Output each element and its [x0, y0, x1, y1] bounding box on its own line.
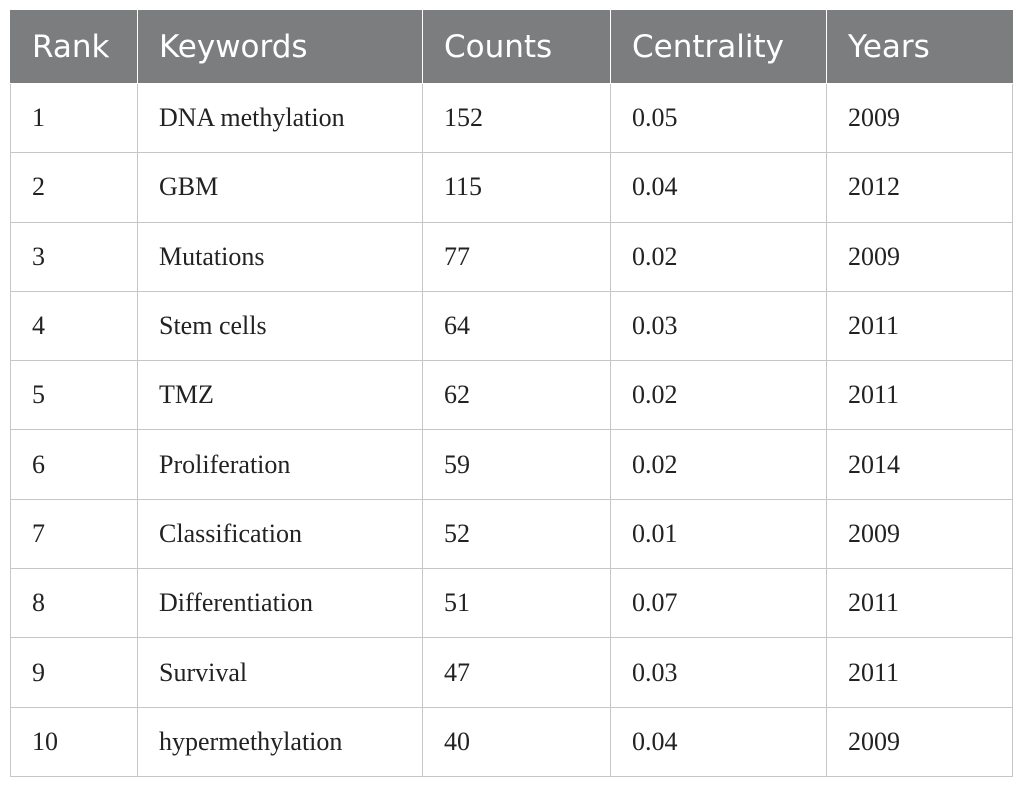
cell-keyword: Mutations — [137, 221, 423, 292]
cell-keyword: Survival — [137, 637, 423, 708]
cell-year: 2009 — [826, 221, 1013, 292]
cell-year: 2011 — [826, 568, 1013, 639]
cell-rank: 6 — [10, 429, 138, 500]
table-row: 7 Classification 52 0.01 2009 — [10, 498, 1013, 570]
cell-rank: 5 — [10, 360, 138, 431]
cell-rank: 9 — [10, 637, 138, 708]
cell-counts: 77 — [422, 221, 611, 292]
cell-keyword: Differentiation — [137, 568, 423, 639]
cell-year: 2014 — [826, 429, 1013, 500]
cell-counts: 62 — [422, 360, 611, 431]
cell-centrality: 0.05 — [610, 82, 827, 154]
table-row: 3 Mutations 77 0.02 2009 — [10, 221, 1013, 292]
cell-rank: 2 — [10, 152, 138, 223]
cell-centrality: 0.04 — [610, 706, 827, 777]
cell-year: 2009 — [826, 706, 1013, 777]
cell-keyword: DNA methylation — [137, 82, 423, 154]
cell-keyword: hypermethylation — [137, 706, 423, 777]
cell-keyword: Stem cells — [137, 290, 423, 362]
cell-year: 2012 — [826, 152, 1013, 223]
cell-keyword: GBM — [137, 152, 423, 223]
cell-centrality: 0.02 — [610, 429, 827, 500]
header-counts: Counts — [422, 10, 611, 84]
table-row: 8 Differentiation 51 0.07 2011 — [10, 568, 1013, 639]
table-row: 4 Stem cells 64 0.03 2011 — [10, 290, 1013, 362]
cell-centrality: 0.03 — [610, 637, 827, 708]
cell-keyword: Proliferation — [137, 429, 423, 500]
header-centrality: Centrality — [610, 10, 827, 84]
cell-year: 2009 — [826, 82, 1013, 154]
table-row: 5 TMZ 62 0.02 2011 — [10, 360, 1013, 431]
cell-rank: 8 — [10, 568, 138, 639]
table-row: 9 Survival 47 0.03 2011 — [10, 637, 1013, 708]
cell-counts: 47 — [422, 637, 611, 708]
cell-year: 2011 — [826, 360, 1013, 431]
cell-year: 2011 — [826, 290, 1013, 362]
cell-centrality: 0.02 — [610, 360, 827, 431]
cell-counts: 59 — [422, 429, 611, 500]
header-row: Rank Keywords Counts Centrality Years — [10, 10, 1013, 84]
cell-centrality: 0.04 — [610, 152, 827, 223]
table-row: 10 hypermethylation 40 0.04 2009 — [10, 706, 1013, 777]
cell-keyword: TMZ — [137, 360, 423, 431]
cell-rank: 4 — [10, 290, 138, 362]
table-row: 6 Proliferation 59 0.02 2014 — [10, 429, 1013, 500]
cell-centrality: 0.07 — [610, 568, 827, 639]
cell-counts: 52 — [422, 498, 611, 570]
cell-keyword: Classification — [137, 498, 423, 570]
cell-centrality: 0.02 — [610, 221, 827, 292]
cell-counts: 40 — [422, 706, 611, 777]
header-rank: Rank — [10, 10, 138, 84]
cell-rank: 10 — [10, 706, 138, 777]
table-body: 1 DNA methylation 152 0.05 2009 2 GBM 11… — [10, 82, 1013, 777]
cell-year: 2009 — [826, 498, 1013, 570]
table-row: 1 DNA methylation 152 0.05 2009 — [10, 82, 1013, 154]
cell-year: 2011 — [826, 637, 1013, 708]
cell-rank: 3 — [10, 221, 138, 292]
keyword-table: Rank Keywords Counts Centrality Years 1 … — [10, 10, 1013, 777]
table-header: Rank Keywords Counts Centrality Years — [10, 10, 1013, 84]
cell-centrality: 0.01 — [610, 498, 827, 570]
table-row: 2 GBM 115 0.04 2012 — [10, 152, 1013, 223]
cell-centrality: 0.03 — [610, 290, 827, 362]
cell-rank: 7 — [10, 498, 138, 570]
header-keywords: Keywords — [137, 10, 423, 84]
cell-rank: 1 — [10, 82, 138, 154]
cell-counts: 115 — [422, 152, 611, 223]
cell-counts: 64 — [422, 290, 611, 362]
cell-counts: 152 — [422, 82, 611, 154]
header-years: Years — [826, 10, 1013, 84]
cell-counts: 51 — [422, 568, 611, 639]
